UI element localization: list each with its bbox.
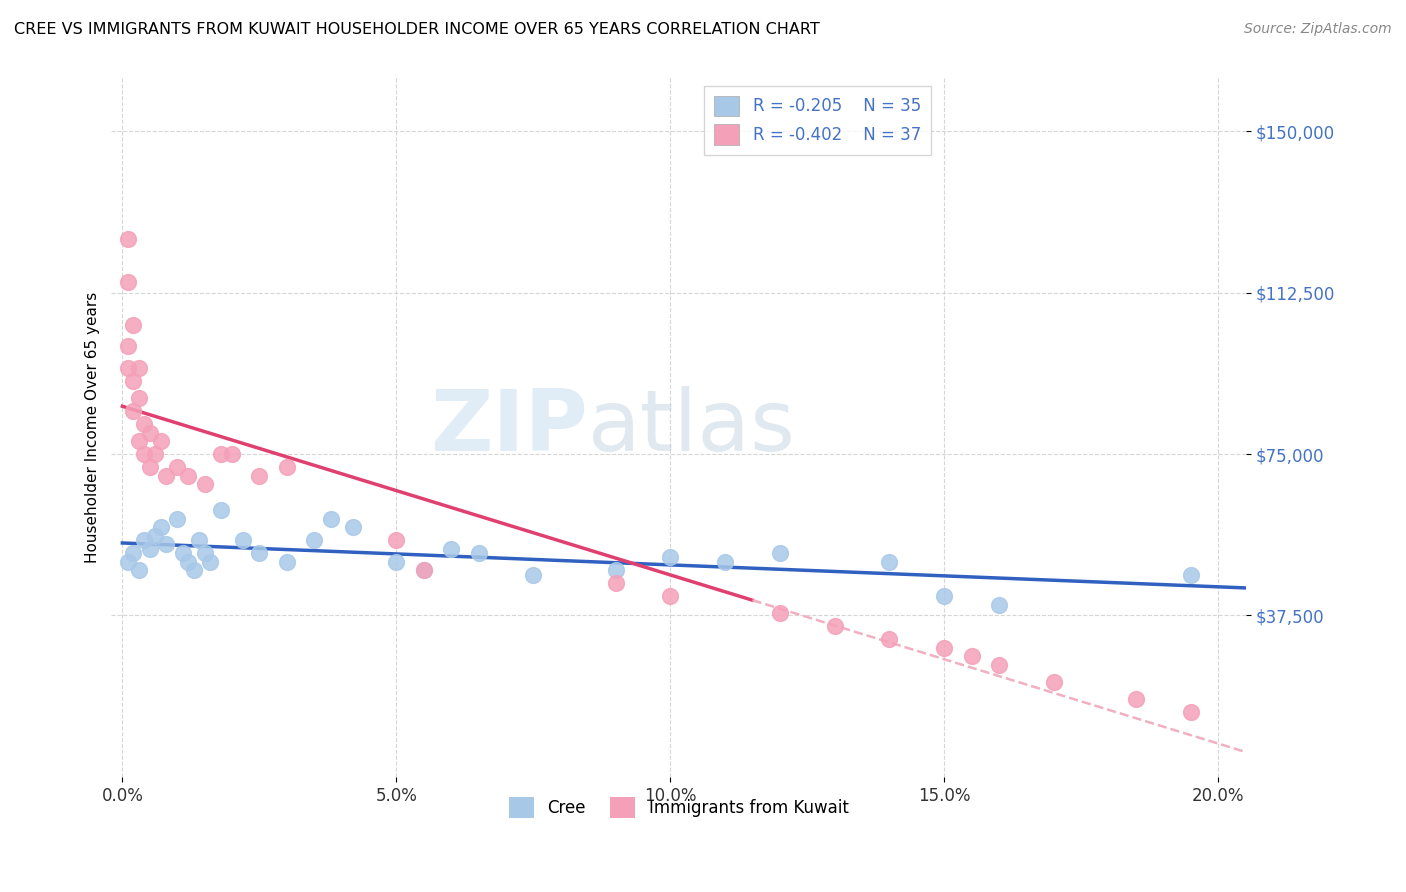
Point [879,555,901,569]
Point [134,447,156,461]
Point [117,555,139,569]
Point [934,589,956,603]
Text: Source: ZipAtlas.com: Source: ZipAtlas.com [1244,22,1392,37]
Point [342,520,364,534]
Point [117,361,139,376]
Point [193,546,215,560]
Point [128,361,150,376]
Point [209,503,232,517]
Point [319,511,342,525]
Point [117,275,139,289]
Point [122,374,145,388]
Text: ZIP: ZIP [430,385,588,468]
Point [412,563,434,577]
Legend: Cree, Immigrants from Kuwait: Cree, Immigrants from Kuwait [502,791,855,824]
Point [166,511,188,525]
Point [122,546,145,560]
Point [149,520,172,534]
Point [1180,706,1202,720]
Point [232,533,254,548]
Point [143,447,166,461]
Point [134,533,156,548]
Point [128,434,150,449]
Point [172,546,194,560]
Point [183,563,205,577]
Point [1180,567,1202,582]
Point [139,541,162,556]
Point [714,555,737,569]
Point [769,607,792,621]
Point [128,563,150,577]
Point [139,460,162,475]
Point [149,434,172,449]
Point [166,460,188,475]
Point [247,546,270,560]
Point [1125,692,1147,706]
Point [605,576,627,591]
Point [659,550,682,565]
Point [385,533,408,548]
Point [155,537,177,551]
Text: CREE VS IMMIGRANTS FROM KUWAIT HOUSEHOLDER INCOME OVER 65 YEARS CORRELATION CHAR: CREE VS IMMIGRANTS FROM KUWAIT HOUSEHOLD… [14,22,820,37]
Point [276,555,298,569]
Point [769,546,792,560]
Point [177,468,200,483]
Point [155,468,177,483]
Text: atlas: atlas [588,385,796,468]
Point [988,598,1011,612]
Point [177,555,200,569]
Point [659,589,682,603]
Point [412,563,434,577]
Point [988,657,1011,672]
Point [143,529,166,543]
Point [209,447,232,461]
Point [188,533,211,548]
Point [117,339,139,353]
Point [934,640,956,655]
Point [122,404,145,418]
Y-axis label: Householder Income Over 65 years: Householder Income Over 65 years [86,292,100,563]
Point [247,468,270,483]
Point [1043,675,1066,690]
Point [879,632,901,647]
Point [193,477,215,491]
Point [198,555,221,569]
Point [117,232,139,246]
Point [134,417,156,431]
Point [122,318,145,332]
Point [139,425,162,440]
Point [960,649,983,664]
Point [302,533,325,548]
Point [605,563,627,577]
Point [221,447,243,461]
Point [824,619,846,633]
Point [128,391,150,405]
Point [467,546,489,560]
Point [440,541,463,556]
Point [522,567,544,582]
Point [385,555,408,569]
Point [276,460,298,475]
